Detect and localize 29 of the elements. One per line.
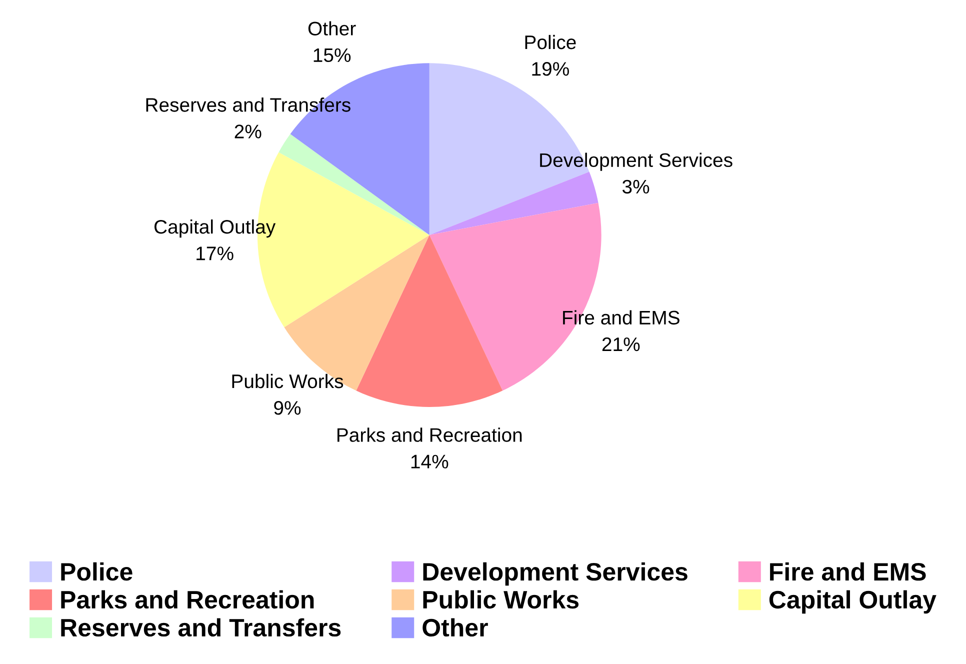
legend-label: Parks and Recreation	[61, 590, 314, 609]
slice-label: Police	[525, 34, 576, 50]
slice-label: Public Works	[232, 374, 344, 388]
pie-slice	[278, 134, 430, 236]
legend-label: Other	[422, 618, 488, 637]
data-label: 3%	[622, 180, 650, 194]
data-label: 19%	[532, 62, 569, 76]
legend-label: Capital Outlay	[769, 590, 936, 614]
legend-label: Fire and EMS	[770, 562, 926, 581]
data-label: 15%	[314, 48, 351, 62]
pie-slice	[284, 235, 430, 391]
slice-label: Fire and EMS	[563, 310, 680, 325]
slice-label: Other	[308, 21, 356, 36]
slice-label: Development Services	[540, 152, 732, 171]
slice-label: Reserves and Transfers	[146, 98, 350, 112]
pie-slice	[429, 172, 598, 236]
pie-slice	[356, 235, 503, 408]
data-label: 17%	[196, 246, 234, 260]
data-label: 14%	[411, 454, 448, 468]
data-label: 21%	[602, 337, 640, 352]
legend-label: Development Services	[423, 562, 688, 586]
slice-label: Capital Outlay	[154, 219, 276, 238]
legend-label: Public Works	[423, 590, 579, 609]
data-label: 2%	[234, 124, 262, 138]
data-label: 9%	[274, 401, 301, 415]
slice-label: Parks and Recreation	[337, 428, 522, 442]
legend-label: Reserves and Transfers	[61, 618, 341, 637]
pie-slice	[429, 202, 602, 391]
legend-label: Police	[61, 562, 132, 581]
